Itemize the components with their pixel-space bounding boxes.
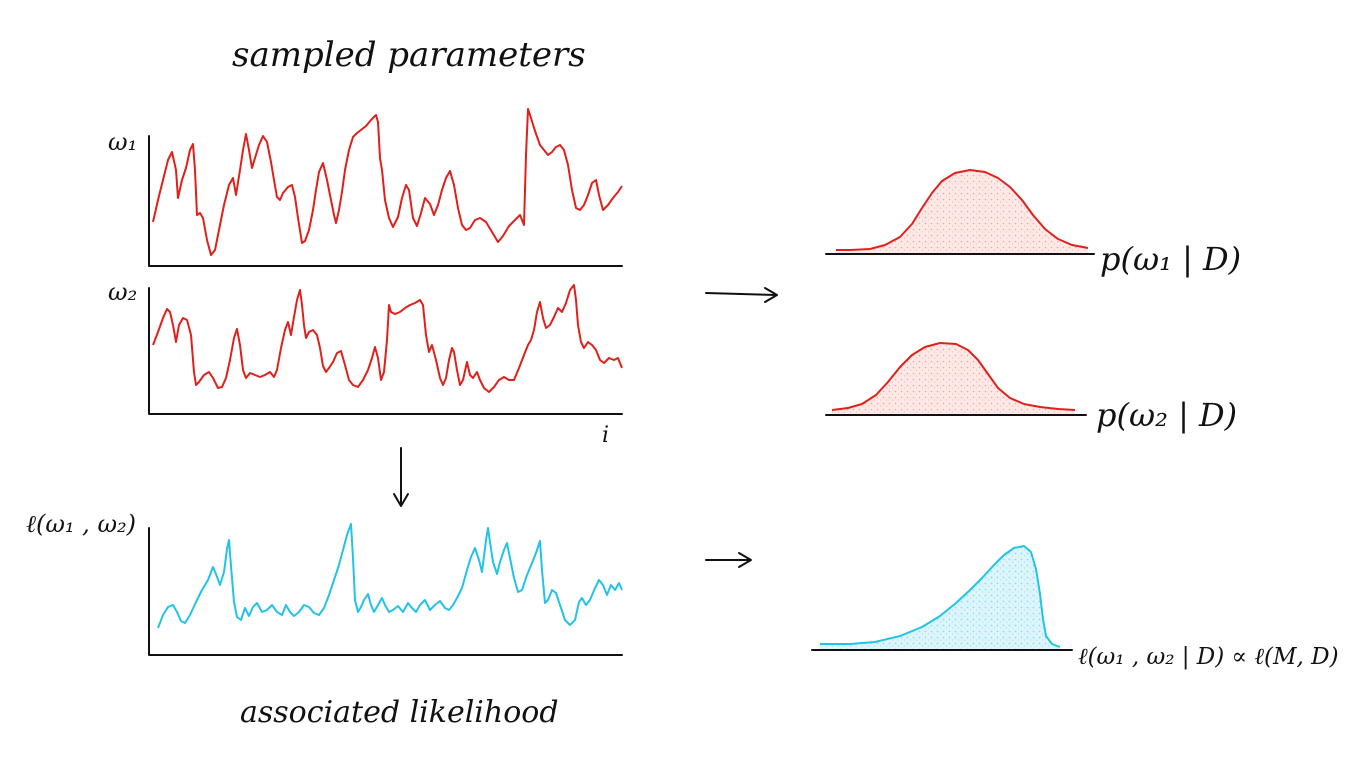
arrow-to-likelihood-distribution bbox=[705, 552, 752, 568]
w2-trace-plot: ω₂ i bbox=[108, 278, 623, 448]
w2-posterior-fill bbox=[832, 344, 1075, 415]
w1-trace-line bbox=[152, 108, 623, 256]
likelihood-trace-plot: ℓ(ω₁ , ω₂) bbox=[26, 510, 623, 656]
likelihood-distribution: ℓ(ω₁ , ω₂ | D) ∝ ℓ(M, D) bbox=[811, 545, 1339, 670]
w1-posterior-label: p(ω₁ | D) bbox=[1100, 240, 1241, 278]
w1-posterior-distribution: p(ω₁ | D) bbox=[825, 169, 1241, 278]
w2-trace-line bbox=[152, 284, 623, 393]
likelihood-distribution-label: ℓ(ω₁ , ω₂ | D) ∝ ℓ(M, D) bbox=[1078, 644, 1339, 670]
likelihood-distribution-fill bbox=[820, 547, 1060, 650]
w1-posterior-fill bbox=[836, 171, 1088, 254]
w2-posterior-label: p(ω₂ | D) bbox=[1096, 396, 1237, 434]
w2-axis-label: ω₂ bbox=[108, 278, 137, 306]
likelihood-axis-label: ℓ(ω₁ , ω₂) bbox=[26, 510, 136, 538]
w1-axes bbox=[148, 135, 623, 267]
w1-axis-label: ω₁ bbox=[108, 128, 137, 156]
w2-posterior-curve bbox=[831, 342, 1076, 411]
likelihood-axes bbox=[148, 527, 623, 656]
likelihood-distribution-curve bbox=[820, 545, 1061, 648]
title-sampled-parameters: sampled parameters bbox=[232, 35, 586, 75]
w1-trace-plot: ω₁ bbox=[108, 108, 623, 267]
title-associated-likelihood: associated likelihood bbox=[240, 695, 559, 730]
w2-axes bbox=[148, 287, 623, 415]
index-axis-label: i bbox=[602, 423, 609, 448]
down-arrow bbox=[393, 447, 409, 507]
w1-posterior-curve bbox=[836, 169, 1089, 251]
likelihood-trace-line bbox=[157, 523, 623, 629]
w2-posterior-distribution: p(ω₂ | D) bbox=[825, 342, 1237, 434]
arrow-to-w1-posterior bbox=[705, 287, 778, 303]
